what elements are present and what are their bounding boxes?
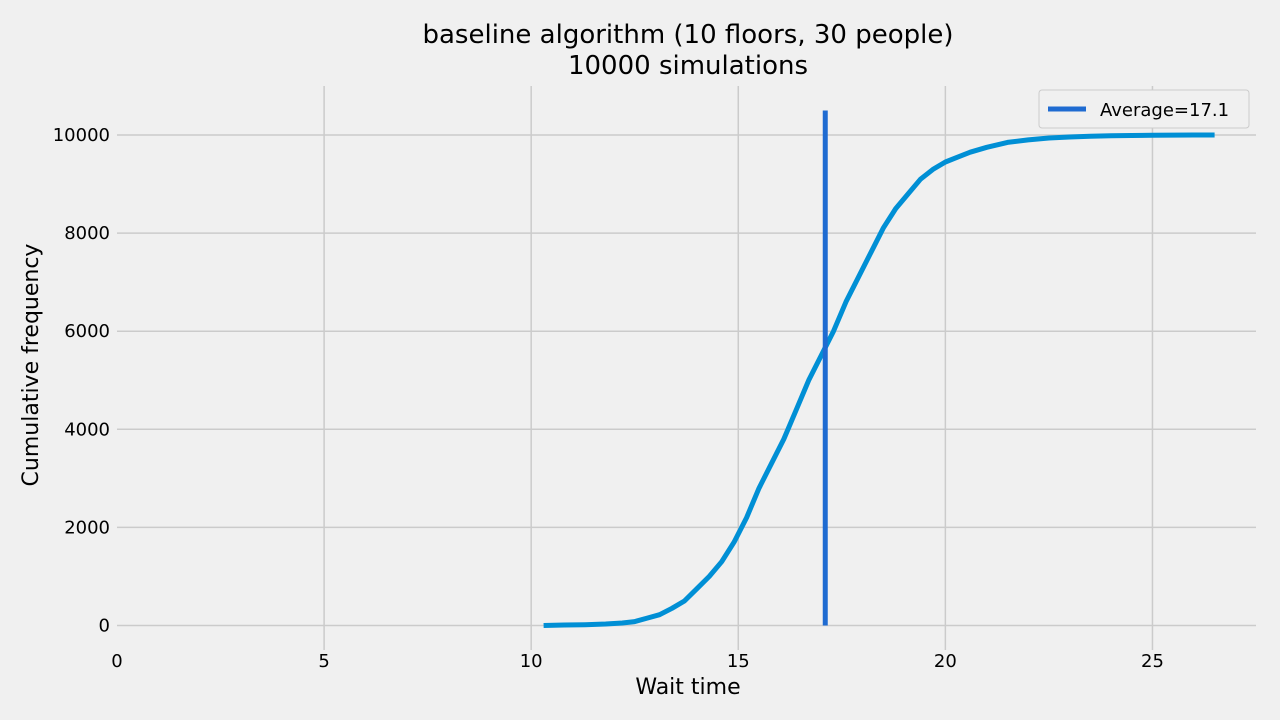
x-tick-label: 15 (727, 651, 750, 672)
y-tick-label: 8000 (64, 223, 110, 244)
data-series (543, 110, 1215, 628)
cumulative-wait-time-line (543, 132, 1215, 628)
x-tick-label: 5 (318, 651, 329, 672)
y-tick-label: 6000 (64, 321, 110, 342)
x-tick-label: 10 (520, 651, 543, 672)
chart-subtitle: 10000 simulations (568, 51, 808, 81)
y-tick-label: 0 (99, 615, 110, 636)
y-tick-label: 4000 (64, 419, 110, 440)
y-axis-label: Cumulative frequency (19, 244, 44, 487)
x-axis-label: Wait time (635, 675, 740, 700)
x-tick-label: 0 (111, 651, 122, 672)
y-tick-label: 10000 (53, 125, 110, 146)
tick-labels: 0 5 10 15 20 25 0 2000 4000 6000 8000 10000 (53, 125, 1164, 672)
y-tick-label: 2000 (64, 517, 110, 538)
legend-box (1038, 89, 1250, 129)
legend-label-average: Average=17.1 (1100, 100, 1229, 121)
x-tick-label: 25 (1141, 651, 1164, 672)
chart-title: baseline algorithm (10 floors, 30 people… (423, 20, 954, 50)
legend: Average=17.1 (1038, 89, 1250, 129)
x-tick-label: 20 (934, 651, 957, 672)
